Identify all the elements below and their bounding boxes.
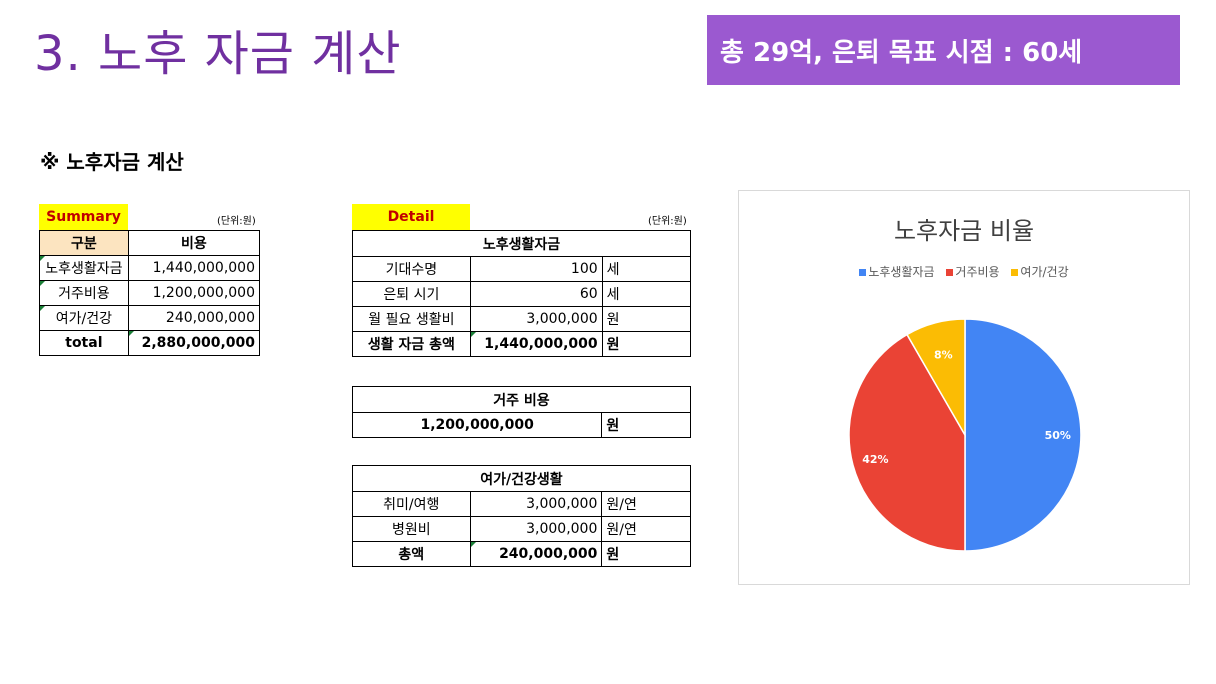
living-total-unit: 원 <box>601 331 692 357</box>
table-row: 1,200,000,000 원 <box>351 412 691 438</box>
table-row: 기대수명 100 세 <box>352 256 692 282</box>
leisure-row-value: 3,000,000 <box>469 491 603 517</box>
leisure-health-table: 여가/건강생활 취미/여행 3,000,000 원/연 병원비 3,000,00… <box>352 465 691 567</box>
chart-legend: 노후생활자금 거주비용 여가/건강 <box>739 263 1189 280</box>
legend-item: 노후생활자금 <box>859 263 935 280</box>
summary-table: 구분 비용 노후생활자금 1,440,000,000 거주비용 1,200,00… <box>39 230 261 356</box>
detail-unit: (단위:원) <box>648 216 687 227</box>
leisure-row-unit: 원/연 <box>601 491 691 517</box>
table-row: 은퇴 시기 60 세 <box>352 281 692 307</box>
legend-swatch <box>946 269 954 276</box>
living-total-label: 생활 자금 총액 <box>352 331 471 357</box>
leisure-row-label: 취미/여행 <box>352 491 471 517</box>
living-row-value: 60 <box>469 281 603 307</box>
pie-slice-0[interactable] <box>964 318 1082 552</box>
housing-cost-unit: 원 <box>601 412 691 438</box>
legend-label: 거주비용 <box>955 265 1000 279</box>
living-expense-table: 노후생활자금 기대수명 100 세 은퇴 시기 60 세 월 필요 생활비 3,… <box>352 230 692 357</box>
page-title: 3. 노후 자금 계산 <box>34 26 402 82</box>
leisure-health-title: 여가/건강생활 <box>352 465 691 492</box>
table-row: 거주비용 1,200,000,000 <box>39 280 261 306</box>
living-row-unit: 세 <box>601 256 692 282</box>
pie-slice-2[interactable] <box>905 318 966 438</box>
leisure-row-value: 3,000,000 <box>469 516 603 542</box>
summary-row-value: 1,200,000,000 <box>127 280 261 306</box>
table-row: 거주 비용 <box>352 386 691 413</box>
living-row-value: 100 <box>469 256 603 282</box>
chart-title: 노후자금 비율 <box>893 217 1035 245</box>
table-row: 총액 240,000,000 원 <box>352 541 691 567</box>
table-row: total 2,880,000,000 <box>39 330 261 356</box>
table-row: 병원비 3,000,000 원/연 <box>352 516 691 542</box>
table-row: 구분 비용 <box>39 230 261 256</box>
legend-item: 여가/건강 <box>1011 263 1069 280</box>
housing-cost-value: 1,200,000,000 <box>351 412 603 438</box>
summary-unit: (단위:원) <box>217 216 256 227</box>
summary-header-cost: 비용 <box>127 230 261 256</box>
summary-row-label: 거주비용 <box>39 280 129 306</box>
leisure-row-unit: 원/연 <box>601 516 691 542</box>
summary-header-category: 구분 <box>39 230 129 256</box>
legend-item: 거주비용 <box>946 263 1000 280</box>
table-row: 여가/건강생활 <box>352 465 691 492</box>
leisure-total-value: 240,000,000 <box>469 541 603 567</box>
leisure-total-label: 총액 <box>352 541 471 567</box>
leisure-row-label: 병원비 <box>352 516 471 542</box>
pie-data-label-0: 50% <box>1045 429 1071 442</box>
pie-data-label-2: 8% <box>934 348 953 361</box>
legend-swatch <box>859 269 867 276</box>
living-row-label: 은퇴 시기 <box>352 281 471 307</box>
living-row-value: 3,000,000 <box>469 306 603 332</box>
living-expense-title: 노후생활자금 <box>352 230 691 257</box>
living-row-unit: 원 <box>601 306 692 332</box>
legend-label: 여가/건강 <box>1020 265 1069 279</box>
table-row: 취미/여행 3,000,000 원/연 <box>352 491 691 517</box>
summary-row-value: 240,000,000 <box>127 305 261 331</box>
summary-total-value: 2,880,000,000 <box>127 330 261 356</box>
housing-cost-table: 거주 비용 1,200,000,000 원 <box>351 386 691 438</box>
leisure-total-unit: 원 <box>601 541 691 567</box>
table-row: 노후생활자금 <box>352 230 691 257</box>
living-row-unit: 세 <box>601 281 692 307</box>
table-row: 노후생활자금 1,440,000,000 <box>39 255 261 281</box>
section-heading: ※ 노후자금 계산 <box>40 150 184 174</box>
summary-total-label: total <box>39 330 129 356</box>
pie-chart[interactable]: 노후자금 비율 노후생활자금 거주비용 여가/건강 50% 42% 8% <box>738 190 1190 585</box>
detail-tag: Detail <box>352 204 470 230</box>
legend-swatch <box>1011 269 1019 276</box>
pie-data-label-1: 42% <box>862 453 888 466</box>
pie-slice-1[interactable] <box>848 333 966 552</box>
summary-row-label: 노후생활자금 <box>39 255 129 281</box>
summary-banner: 총 29억, 은퇴 목표 시점 : 60세 <box>707 15 1180 85</box>
table-row: 생활 자금 총액 1,440,000,000 원 <box>352 331 692 357</box>
living-row-label: 월 필요 생활비 <box>352 306 471 332</box>
pie-plot: 50% 42% 8% <box>848 318 1082 552</box>
housing-cost-title: 거주 비용 <box>352 386 691 413</box>
table-row: 여가/건강 240,000,000 <box>39 305 261 331</box>
living-row-label: 기대수명 <box>352 256 471 282</box>
living-total-value: 1,440,000,000 <box>469 331 603 357</box>
summary-row-value: 1,440,000,000 <box>127 255 261 281</box>
table-row: 월 필요 생활비 3,000,000 원 <box>352 306 692 332</box>
summary-tag: Summary <box>39 204 128 230</box>
legend-label: 노후생활자금 <box>868 265 935 279</box>
summary-row-label: 여가/건강 <box>39 305 129 331</box>
